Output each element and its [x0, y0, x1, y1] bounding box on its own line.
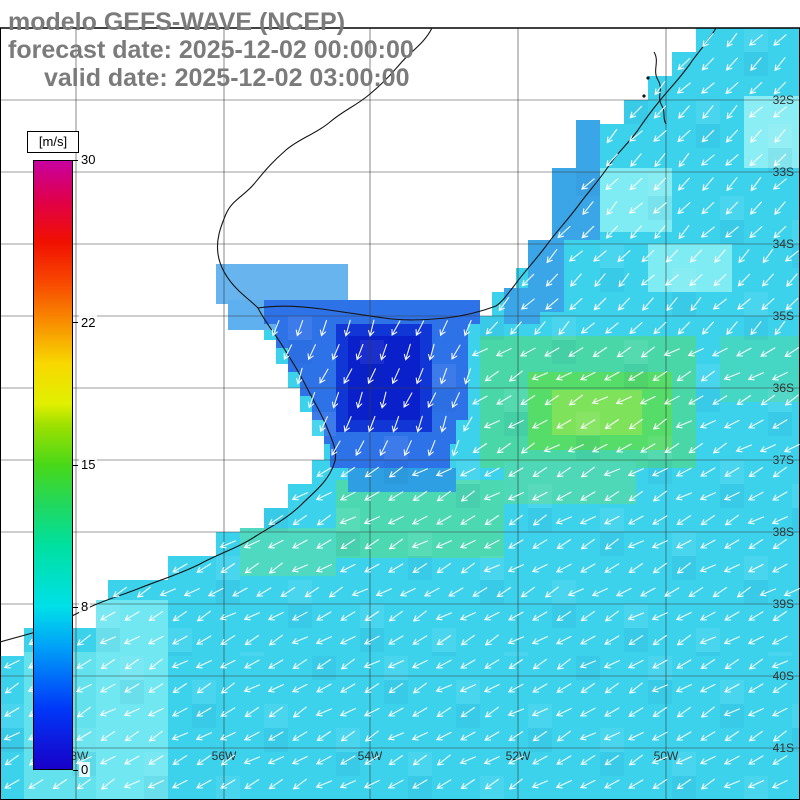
colorbar-tick-mark [73, 769, 78, 771]
latitude-label: 34S [773, 237, 794, 251]
latitude-label: 33S [773, 165, 794, 179]
longitude-label: 56W [212, 749, 237, 763]
colorbar-tick-label: 22 [79, 314, 98, 330]
valid-date-line: valid date: 2025-12-02 03:00:00 [44, 64, 410, 92]
colorbar-tick-label: 15 [79, 457, 98, 472]
island-dot [642, 94, 646, 98]
longitude-label: 54W [358, 749, 383, 763]
latitude-label: 40S [773, 669, 794, 683]
latitude-label: 32S [773, 93, 794, 107]
latitude-label: 41S [773, 741, 794, 755]
forecast-date-line: forecast date: 2025-12-02 00:00:00 [8, 36, 414, 64]
model-title: modelo GEFS-WAVE (NCEP) [8, 8, 346, 36]
colorbar-gradient [33, 160, 73, 770]
latitude-label: 38S [773, 525, 794, 539]
title-block: modelo GEFS-WAVE (NCEP) forecast date: 2… [8, 8, 414, 92]
grid-layer [0, 27, 800, 800]
colorbar-unit-label: [m/s] [27, 131, 79, 153]
colorbar-tick-mark [73, 159, 78, 161]
wave-field-layer [0, 28, 800, 800]
colorbar-tick-mark [73, 464, 78, 466]
latitude-label: 36S [773, 381, 794, 395]
colorbar-tick-mark [73, 322, 78, 324]
longitude-label: 52W [506, 749, 531, 763]
wind-arrows-layer [3, 32, 800, 790]
latitude-label: 35S [773, 309, 794, 323]
colorbar-tick-label: 8 [79, 599, 91, 615]
latitude-label: 39S [773, 597, 794, 611]
colorbar-tick-label: 30 [79, 152, 98, 167]
colorbar-tick-mark [73, 606, 78, 608]
latitude-label: 37S [773, 453, 794, 467]
island-dot [646, 76, 650, 80]
colorbar-tick-label: 0 [79, 762, 91, 777]
